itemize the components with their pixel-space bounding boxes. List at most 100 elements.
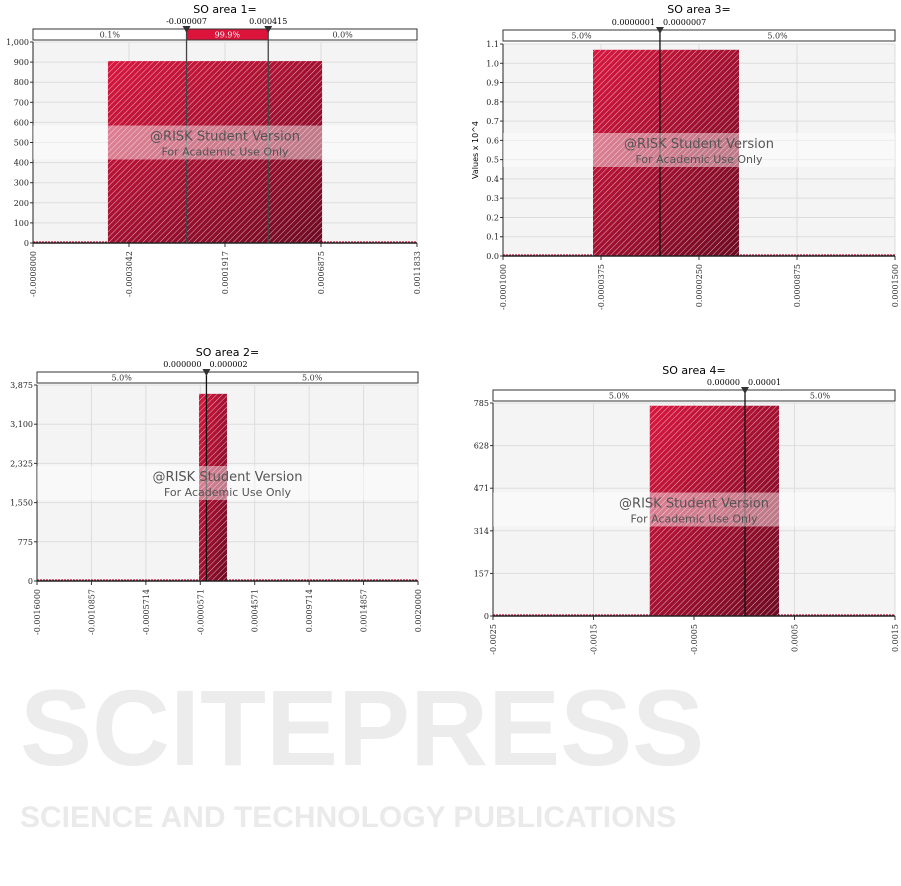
student-watermark-line1: @RISK Student Version bbox=[624, 137, 774, 152]
x-tick-label: -0.0005714 bbox=[142, 589, 151, 635]
y-tick-label: 471 bbox=[474, 484, 489, 493]
delimiter-left-label: 0.0000001 bbox=[612, 18, 655, 27]
x-tick-label: 0.0014857 bbox=[360, 589, 369, 632]
y-tick-label: 1.1 bbox=[486, 40, 499, 49]
y-tick-label: 0 bbox=[24, 239, 29, 248]
delimiter-left-label: 0.000000 bbox=[163, 360, 201, 369]
band-percent-label: 5.0% bbox=[302, 374, 323, 383]
delimiter-handle-icon bbox=[264, 26, 273, 33]
delimiter-value-label: 0.000415 bbox=[249, 17, 287, 26]
band-percent-label: 99.9% bbox=[215, 31, 241, 40]
x-tick-label: 0.0005 bbox=[791, 624, 800, 652]
y-tick-label: 0 bbox=[28, 577, 33, 586]
y-tick-label: 0.2 bbox=[486, 213, 499, 222]
student-watermark-line2: For Academic Use Only bbox=[161, 146, 289, 159]
x-tick-label: -0.0003042 bbox=[125, 251, 134, 297]
chart-title: SO area 4= bbox=[662, 364, 725, 377]
student-watermark-line1: @RISK Student Version bbox=[150, 130, 300, 145]
chart-title: SO area 2= bbox=[196, 346, 259, 359]
y-tick-label: 785 bbox=[474, 399, 489, 408]
delimiter-value-label: -0.000007 bbox=[166, 17, 207, 26]
y-tick-label: 200 bbox=[14, 199, 29, 208]
y-tick-label: 628 bbox=[474, 442, 489, 451]
student-watermark-line2: For Academic Use Only bbox=[630, 513, 758, 526]
histogram-bar-hatch bbox=[199, 393, 227, 581]
x-tick-label: -0.0015 bbox=[590, 624, 599, 655]
x-tick-label: 0.0011833 bbox=[413, 251, 422, 294]
y-tick-label: 0.1 bbox=[486, 233, 499, 242]
y-tick-label: 400 bbox=[14, 159, 29, 168]
student-watermark-band bbox=[503, 133, 895, 167]
x-tick-label: 0.0004571 bbox=[251, 589, 260, 632]
student-watermark-line1: @RISK Student Version bbox=[153, 470, 303, 485]
x-tick-label: -0.0000571 bbox=[196, 589, 205, 635]
delimiter-right-label: 0.0000007 bbox=[663, 18, 706, 27]
histogram-bar-hatch bbox=[107, 61, 323, 243]
chart-2: SO area 3= 0.0 0.1 0.2 0.3 0.4 0.5 0.6 0.7 0.8 0.9… bbox=[471, 3, 900, 310]
y-tick-label: 1,000 bbox=[6, 38, 29, 47]
delimiter-right-label: 0.000002 bbox=[209, 360, 247, 369]
y-tick-label: 3,100 bbox=[10, 420, 33, 429]
x-tick-label: -0.0010857 bbox=[87, 589, 96, 635]
chart-3: SO area 2= 0 775 1,550 2,325 3,100 3,875 -0.001… bbox=[10, 346, 423, 635]
y-tick-label: 900 bbox=[14, 58, 29, 67]
x-tick-label: 0.0001500 bbox=[891, 264, 900, 307]
y-tick-label: 0.8 bbox=[486, 98, 499, 107]
band-percent-label: 5.0% bbox=[609, 392, 630, 401]
student-watermark-line2: For Academic Use Only bbox=[164, 486, 292, 499]
probability-band bbox=[492, 389, 896, 402]
band-percent-label: 0.0% bbox=[332, 31, 353, 40]
x-tick-label: -0.0005 bbox=[690, 624, 699, 655]
x-tick-label: -0.0008000 bbox=[29, 251, 38, 297]
delimiter-handle-icon bbox=[655, 27, 664, 34]
y-tick-label: 1.0 bbox=[486, 59, 499, 68]
y-tick-label: 0.0 bbox=[486, 252, 499, 261]
x-tick-label: 0.0000875 bbox=[793, 264, 802, 307]
x-tick-label: -0.0016000 bbox=[33, 589, 42, 635]
y-tick-label: 0.9 bbox=[486, 79, 499, 88]
y-tick-label: 800 bbox=[14, 78, 29, 87]
delimiter-handle-icon bbox=[202, 369, 211, 376]
y-tick-label: 0.7 bbox=[486, 117, 499, 126]
chart-1: SO area 1= 0 100 200 300 400 500 600 700 800 900 1,… bbox=[6, 3, 422, 297]
histogram-bar-hatch bbox=[649, 405, 780, 616]
band-percent-label: 5.0% bbox=[767, 32, 788, 41]
plot-area bbox=[37, 385, 418, 581]
x-tick-label: 0.0020000 bbox=[414, 589, 423, 632]
y-tick-label: 1,550 bbox=[10, 499, 33, 508]
y-axis-label: Values x 10^4 bbox=[471, 121, 480, 179]
probability-band bbox=[36, 371, 419, 384]
chart-title: SO area 1= bbox=[193, 3, 256, 16]
y-tick-label: 500 bbox=[14, 139, 29, 148]
delimiter-handle-icon bbox=[741, 387, 750, 394]
x-tick-label: 0.0001917 bbox=[221, 251, 230, 294]
y-tick-label: 600 bbox=[14, 118, 29, 127]
y-tick-label: 700 bbox=[14, 98, 29, 107]
y-tick-label: 314 bbox=[474, 527, 489, 536]
student-watermark-band bbox=[493, 492, 895, 527]
y-tick-label: 0 bbox=[484, 612, 489, 621]
x-tick-label: 0.0006875 bbox=[317, 251, 326, 294]
y-tick-label: 3,875 bbox=[10, 381, 33, 390]
histogram-bar-hatch bbox=[593, 49, 739, 257]
student-watermark-band bbox=[33, 125, 417, 160]
y-tick-label: 0.3 bbox=[486, 194, 499, 203]
x-tick-label: -0.0000375 bbox=[597, 264, 606, 310]
delimiter-right-label: 0.00001 bbox=[748, 378, 781, 387]
band-highlight bbox=[186, 29, 269, 40]
student-watermark-line2: For Academic Use Only bbox=[635, 153, 763, 166]
y-tick-label: 300 bbox=[14, 179, 29, 188]
chart-4: SO area 4= 0 157 314 471 628 785 -0.0025 -0.0015… bbox=[474, 364, 900, 655]
y-tick-label: 0.6 bbox=[486, 136, 499, 145]
x-tick-label: 0.0000250 bbox=[695, 264, 704, 307]
y-tick-label: 2,325 bbox=[10, 459, 33, 468]
y-tick-label: 157 bbox=[474, 569, 489, 578]
band-percent-label: 0.1% bbox=[100, 31, 121, 40]
x-tick-label: 0.0015 bbox=[891, 624, 900, 652]
student-watermark-line1: @RISK Student Version bbox=[619, 497, 769, 512]
chart-title: SO area 3= bbox=[667, 3, 730, 16]
y-tick-label: 100 bbox=[14, 219, 29, 228]
band-percent-label: 5.0% bbox=[810, 392, 831, 401]
x-tick-label: -0.0001000 bbox=[499, 264, 508, 310]
